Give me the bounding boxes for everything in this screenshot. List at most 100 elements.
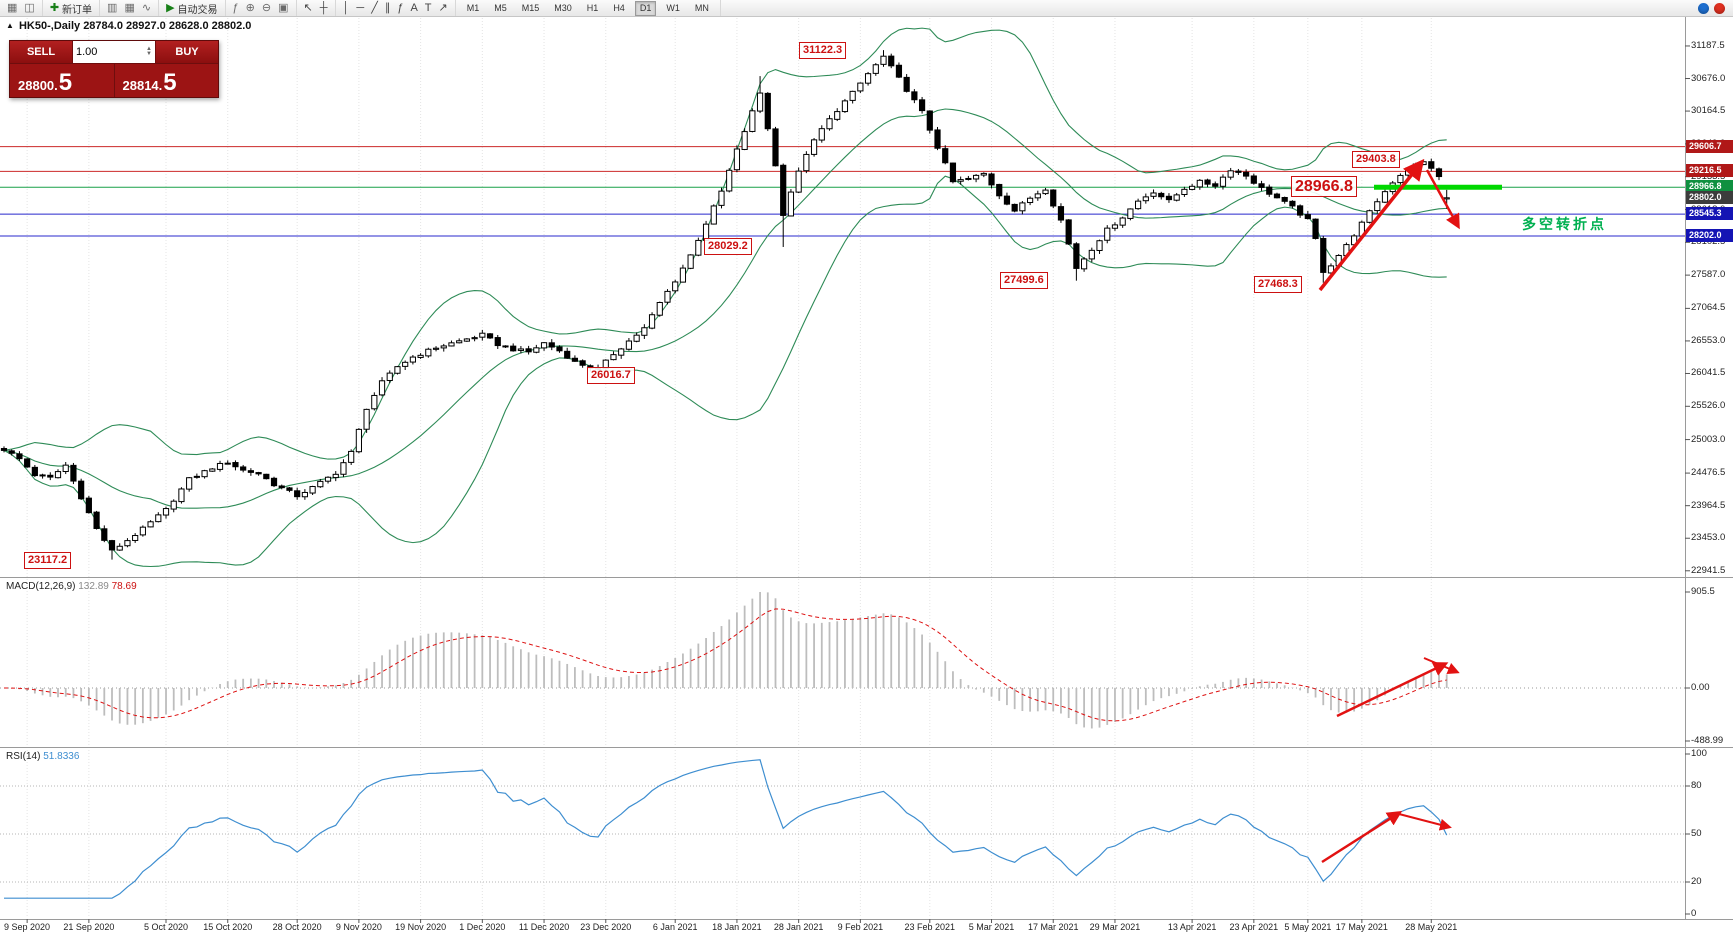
- timeframe-d1-button[interactable]: D1: [634, 0, 657, 16]
- timeframe-mn-button[interactable]: MN: [694, 2, 709, 13]
- macd-tick-label: 0.00: [1691, 682, 1710, 693]
- toolbar-group: ✚ 新订单: [43, 0, 101, 16]
- timeframe-m1-button[interactable]: M1: [466, 2, 480, 13]
- cursor-icon[interactable]: ↖: [302, 1, 315, 15]
- price-tick-label: 22941.5: [1691, 564, 1726, 576]
- toolbar-right-icons: [1698, 2, 1733, 14]
- macd-tick-label: 905.5: [1691, 586, 1715, 597]
- text-icon[interactable]: A: [408, 1, 419, 15]
- trendline-icon[interactable]: ╱: [369, 1, 380, 15]
- bar-chart-icon[interactable]: ▥: [105, 1, 119, 15]
- price-annotation[interactable]: 28029.2: [704, 238, 752, 255]
- date-tick-label: 17 May 2021: [1335, 922, 1388, 932]
- crosshair-icon[interactable]: ┼: [318, 1, 330, 15]
- crosshair-icon: ┼: [319, 1, 328, 14]
- channel-icon[interactable]: ∥: [383, 1, 393, 15]
- price-tick-label: 25526.0: [1691, 400, 1726, 412]
- chart-window-icon[interactable]: ▦: [5, 1, 19, 15]
- macd-layer: [0, 592, 1685, 729]
- volume-spinner[interactable]: ▲ ▼: [146, 46, 152, 57]
- chart-symbol-info: ▲ HK50-,Daily 28784.0 28927.0 28628.0 28…: [6, 20, 251, 32]
- date-tick-label: 9 Feb 2021: [837, 922, 884, 932]
- macd-signal-value: 78.69: [111, 581, 137, 592]
- macd-name: MACD(12,26,9): [6, 581, 76, 592]
- indicators-icon: ƒ: [232, 1, 239, 14]
- price-annotation[interactable]: 28966.8: [1291, 176, 1357, 197]
- zoom-out-icon[interactable]: ⊖: [260, 1, 273, 15]
- sell-button[interactable]: SELL: [10, 41, 73, 63]
- tile-windows-icon[interactable]: ▣: [276, 1, 290, 15]
- annotation-arrows[interactable]: [1318, 158, 1460, 864]
- buy-button[interactable]: BUY: [155, 41, 218, 63]
- trade-panel-top: SELL 1.00 ▲ ▼ BUY: [10, 41, 218, 64]
- timeframe-m30-button[interactable]: M30: [554, 2, 572, 13]
- timeframe-w1-button[interactable]: W1: [666, 2, 680, 13]
- label-icon[interactable]: T: [423, 1, 434, 15]
- market-watch-icon[interactable]: ◫: [22, 1, 36, 15]
- red-arrow: [1318, 158, 1425, 292]
- red-arrow: [1398, 813, 1452, 831]
- price-tick-label: 25003.0: [1691, 433, 1726, 445]
- ohlc-values: 28784.0 28927.0 28628.0 28802.0: [83, 20, 252, 32]
- date-tick-label: 21 Sep 2020: [63, 922, 115, 932]
- price-annotation[interactable]: 29403.8: [1352, 151, 1400, 168]
- rsi-value: 51.8336: [43, 751, 80, 762]
- date-tick-label: 5 Mar 2021: [968, 922, 1015, 932]
- date-tick-label: 28 Jan 2021: [773, 922, 824, 932]
- pane-separators[interactable]: [0, 15, 1733, 920]
- vertical-line-icon[interactable]: │: [341, 1, 352, 15]
- volume-value[interactable]: 1.00: [76, 46, 98, 58]
- help-icon[interactable]: [1698, 2, 1709, 14]
- macd-tick-label: -488.99: [1691, 735, 1724, 746]
- date-tick-label: 5 Oct 2020: [143, 922, 189, 932]
- line-chart-icon[interactable]: ∿: [140, 1, 153, 15]
- indicators-icon[interactable]: ƒ: [231, 1, 241, 15]
- date-tick-label: 23 Apr 2021: [1229, 922, 1279, 932]
- price-annotation[interactable]: 27499.6: [1000, 272, 1048, 289]
- bid-price[interactable]: 28800. 5: [10, 64, 115, 97]
- axis-price-box: 29216.5: [1686, 164, 1733, 178]
- timeframe-m5-button[interactable]: M5: [494, 2, 507, 13]
- date-tick-label: 9 Sep 2020: [4, 922, 51, 932]
- volume-down-icon[interactable]: ▼: [146, 51, 152, 57]
- bid-main-digits: 28800.: [18, 78, 58, 93]
- price-annotation[interactable]: 26016.7: [587, 367, 635, 384]
- price-annotation[interactable]: 23117.2: [24, 552, 72, 569]
- price-annotation[interactable]: 27468.3: [1254, 276, 1302, 293]
- date-tick-label: 19 Nov 2020: [395, 922, 447, 932]
- rsi-layer: [0, 759, 1685, 899]
- chart-window-icon: ▦: [7, 1, 18, 14]
- ask-main-digits: 28814.: [122, 78, 163, 93]
- volume-control[interactable]: 1.00 ▲ ▼: [73, 41, 155, 63]
- price-tick-label: 24476.5: [1691, 467, 1726, 479]
- volume-up-icon[interactable]: ▲: [146, 46, 152, 52]
- main-toolbar: ▦ ◫ ✚ 新订单 ▥ ▦ ∿ ▶ 自动交易 ƒ ⊕ ⊖ ▣ ↖ ┼ │ ─ ╱ ∥ ƒ A T ↗ M1 M5 M15 M30 H1…: [0, 0, 1733, 17]
- date-tick-label: 28 Oct 2020: [272, 922, 322, 932]
- new-order-button[interactable]: ✚ 新订单: [48, 1, 94, 16]
- date-tick-label: 1 Dec 2020: [459, 922, 506, 932]
- timeframe-m15-button[interactable]: M15: [521, 2, 540, 13]
- autotrading-button[interactable]: ▶ 自动交易: [164, 1, 219, 16]
- community-icon[interactable]: [1714, 2, 1725, 14]
- price-tick-label: 23964.5: [1691, 499, 1726, 511]
- rsi-tick-label: 100: [1691, 748, 1707, 759]
- arrows-icon[interactable]: ↗: [437, 1, 450, 15]
- horizontal-line-icon: ─: [356, 1, 365, 14]
- timeframe-h1-button[interactable]: H1: [586, 2, 599, 13]
- turning-point-annotation[interactable]: 多空转折点: [1522, 216, 1607, 232]
- zoom-in-icon[interactable]: ⊕: [244, 1, 257, 15]
- axis-price-box: 28802.0: [1686, 190, 1733, 204]
- price-tick-label: 31187.5: [1691, 39, 1725, 51]
- ask-price[interactable]: 28814. 5: [115, 64, 219, 97]
- horizontal-line-icon[interactable]: ─: [354, 1, 366, 15]
- price-annotation[interactable]: 31122.3: [799, 42, 847, 59]
- level-lines-layer[interactable]: [0, 146, 1685, 237]
- axis-price-box: 28202.0: [1686, 228, 1733, 242]
- fibonacci-icon[interactable]: ƒ: [395, 1, 405, 15]
- timeframe-h4-button[interactable]: H4: [613, 2, 625, 13]
- toolbar-group: ▥ ▦ ∿: [100, 0, 160, 16]
- candlestick-chart-icon[interactable]: ▦: [122, 1, 136, 15]
- rsi-name: RSI(14): [6, 751, 41, 762]
- axis-price-box: 29606.7: [1686, 139, 1733, 153]
